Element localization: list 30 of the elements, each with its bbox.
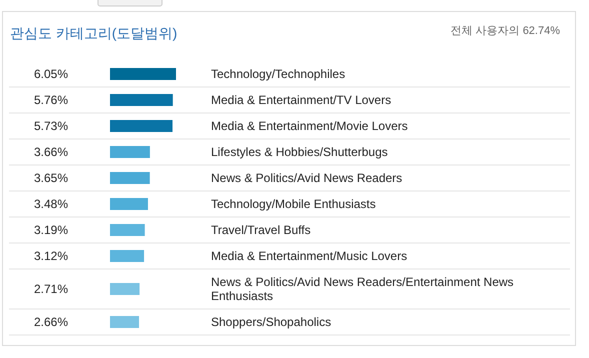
- bar: [110, 250, 144, 262]
- data-label: 3.66%: [34, 145, 68, 159]
- text: 전체 사용자의 62.74%: [450, 25, 560, 37]
- y-tick-label: Lifestyles & Hobbies/Shutterbugs: [211, 145, 388, 159]
- data-label: 3.19%: [34, 223, 68, 237]
- data-label: 2.66%: [34, 315, 68, 329]
- bar: [110, 94, 173, 106]
- y-tick-label: Travel/Travel Buffs: [211, 223, 311, 237]
- y-tick-label: Shoppers/Shopaholics: [211, 315, 332, 329]
- data-label: 5.73%: [34, 119, 68, 133]
- y-tick-label: Media & Entertainment/Movie Lovers: [211, 119, 408, 133]
- y-tick-label: Media & Entertainment/TV Lovers: [211, 93, 392, 107]
- data-label: 2.71%: [34, 282, 68, 296]
- data-label: 5.76%: [34, 93, 68, 107]
- y-tick-label: Technology/Technophiles: [211, 67, 346, 81]
- y-tick-label: Technology/Mobile Enthusiasts: [211, 197, 376, 211]
- y-tick-label: Media & Entertainment/Music Lovers: [211, 249, 408, 263]
- data-label: 3.12%: [34, 249, 68, 263]
- data-label: 3.48%: [34, 197, 68, 211]
- bar: [110, 146, 150, 158]
- bar: [110, 224, 145, 236]
- y-tick-label: News & Politics/Avid News Readers/Entertainment News Enthusiasts: [211, 275, 514, 303]
- data-label: 6.05%: [34, 67, 68, 81]
- data-label: 3.65%: [34, 171, 68, 185]
- chart-title: 관심도 카테고리(도달범위): [10, 25, 178, 41]
- bar: [110, 120, 173, 132]
- bar: [110, 198, 148, 210]
- bar: [110, 68, 176, 80]
- bar: [110, 172, 150, 184]
- y-tick-label: News & Politics/Avid News Readers: [211, 171, 402, 185]
